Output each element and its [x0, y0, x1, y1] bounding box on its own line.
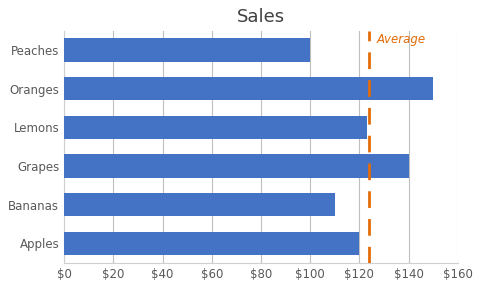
Bar: [64, 38, 310, 62]
Bar: [64, 193, 334, 216]
Bar: [64, 155, 408, 178]
Title: Sales: Sales: [237, 8, 285, 26]
Bar: [64, 77, 432, 100]
Text: Average: Average: [375, 33, 424, 46]
Bar: [64, 232, 359, 255]
Bar: [64, 116, 366, 139]
